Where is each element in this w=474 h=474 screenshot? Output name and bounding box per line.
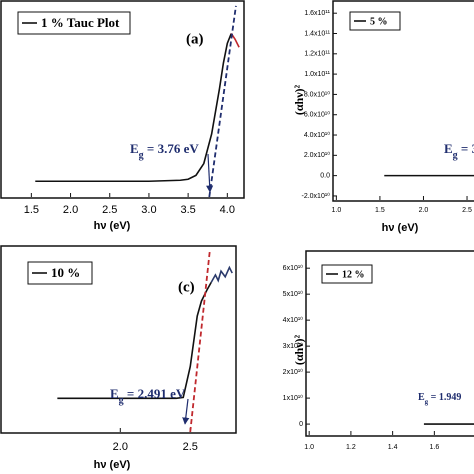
legend-box [349,11,401,31]
plot-frame [332,0,474,202]
x-tick-label: 2.5 [183,441,198,453]
x-tick-label: 1.4 [388,444,398,451]
legend-label: 5 % [370,16,388,27]
y-tick-label: 6.0x10¹⁰ [304,111,330,119]
eg-label-part: E [110,386,119,401]
plot-frame [0,0,245,199]
y-axis-title: (αhν)² [292,84,306,115]
x-axis-title: hν (eV) [94,220,131,232]
y-tick-label: 2x10¹⁰ [283,368,304,376]
y-tick-label: 0 [299,421,303,428]
eg-label-part: = 3.76 eV [144,141,200,156]
y-axis-title: (αhν)² [292,334,306,365]
x-tick-label: 1.5 [24,204,39,216]
legend-box [27,261,93,285]
eg-label-part: g [453,150,458,161]
eg-label-part: g [119,395,124,406]
eg-label-part: E [130,141,139,156]
eg-label-part: = 3. [458,141,474,156]
x-tick-label: 1.0 [331,207,341,214]
eg-label-part: E [444,141,453,156]
y-tick-label: 1.2x10¹¹ [304,51,330,58]
eg-label: Eg = 2.491 eV [110,386,186,406]
data-line [210,265,233,283]
eg-label: Eg = 3.76 eV [130,141,199,161]
eg-label-part: E [418,392,425,403]
y-tick-label: 6x10¹⁰ [283,264,304,272]
x-axis-title: hν (eV) [382,222,419,234]
legend-label: 12 % [342,269,365,280]
y-tick-label: 0.0 [320,172,330,179]
y-tick-label: 3x10¹⁰ [283,342,304,350]
eg-label-part: g [425,398,429,406]
y-tick-label: 1x10¹⁰ [283,394,304,402]
x-tick-label: 1.2 [346,444,356,451]
x-axis-title: hν (eV) [94,459,131,471]
x-tick-label: 1.0 [304,444,314,451]
eg-label: Eg = 1.949 [418,392,461,405]
data-line [57,282,212,400]
eg-label-part: = 2.491 eV [124,386,186,401]
eg-label-part: g [139,150,144,161]
x-tick-label: 2.0 [63,204,78,216]
data-line [35,33,232,183]
y-tick-label: 4x10¹⁰ [283,316,304,324]
legend-box [321,264,373,284]
legend-label: 10 % [51,265,80,280]
y-tick-label: 1.4x10¹¹ [304,30,330,37]
legend-box [17,11,131,35]
y-tick-label: -2.0x10¹⁰ [302,192,331,200]
x-tick-label: 4.0 [220,204,235,216]
x-tick-label: 3.5 [180,204,195,216]
eg-arrow [182,398,190,425]
y-tick-label: 1.0x10¹¹ [304,71,330,78]
y-tick-label: 8.0x10¹⁰ [304,90,330,98]
y-tick-label: 2.0x10¹⁰ [304,151,330,159]
plot-frame [305,250,474,437]
legend-label: 1 % Tauc Plot [41,15,120,30]
x-tick-label: 3.0 [141,204,156,216]
y-tick-label: 1.6x10¹¹ [304,10,330,17]
x-tick-label: 1.5 [375,207,385,214]
eg-arrow [206,153,214,193]
y-tick-label: 4.0x10¹⁰ [304,131,330,139]
x-tick-label: 2.0 [419,207,429,214]
eg-label: Eg = 3. [444,141,474,161]
y-tick-label: 5x10¹⁰ [283,290,304,298]
panel-label: (a) [186,31,204,47]
x-tick-label: 2.0 [113,441,128,453]
x-tick-label: 2.5 [102,204,117,216]
x-tick-label: 1.6 [429,444,439,451]
x-tick-label: 2.5 [462,207,472,214]
tangent-line [189,250,211,433]
eg-label-part: = 1.949 [428,392,461,403]
plot-frame [0,245,237,434]
tangent-line [208,5,237,198]
panel-label: (c) [178,279,195,295]
